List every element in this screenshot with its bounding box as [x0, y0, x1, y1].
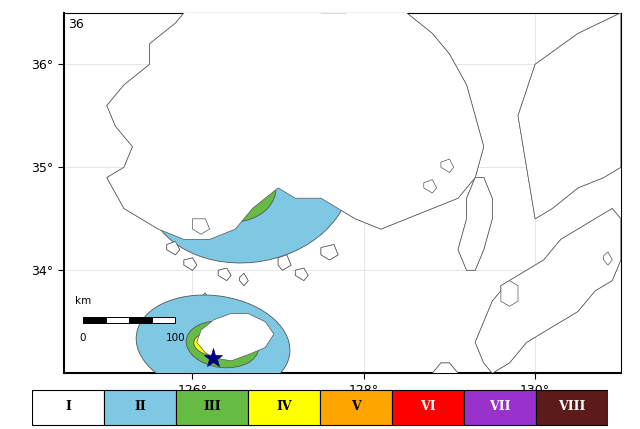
- Polygon shape: [295, 268, 308, 281]
- Text: VII: VII: [489, 400, 511, 413]
- Bar: [392, 390, 464, 425]
- Polygon shape: [441, 159, 454, 172]
- Polygon shape: [167, 242, 180, 255]
- Polygon shape: [278, 255, 291, 270]
- Polygon shape: [475, 208, 621, 373]
- Polygon shape: [604, 252, 612, 265]
- Ellipse shape: [186, 321, 259, 368]
- Polygon shape: [501, 281, 518, 306]
- Polygon shape: [321, 245, 338, 260]
- Polygon shape: [218, 268, 231, 281]
- Polygon shape: [458, 178, 492, 270]
- Bar: [248, 390, 320, 425]
- Text: 100: 100: [165, 333, 185, 343]
- Polygon shape: [433, 363, 458, 389]
- Polygon shape: [278, 255, 291, 270]
- Polygon shape: [196, 314, 274, 361]
- Bar: [104, 390, 176, 425]
- Polygon shape: [295, 268, 308, 281]
- Polygon shape: [201, 293, 210, 306]
- Text: IV: IV: [276, 400, 292, 413]
- Text: 0: 0: [79, 333, 86, 343]
- Bar: [83, 317, 106, 323]
- Polygon shape: [193, 219, 210, 234]
- Polygon shape: [441, 159, 454, 172]
- Bar: [320, 390, 392, 425]
- Ellipse shape: [146, 103, 351, 263]
- Polygon shape: [239, 273, 248, 286]
- Text: 36: 36: [68, 18, 84, 31]
- Text: II: II: [134, 400, 146, 413]
- Polygon shape: [184, 258, 196, 270]
- Ellipse shape: [200, 338, 219, 350]
- Polygon shape: [218, 268, 231, 281]
- Bar: [464, 390, 536, 425]
- Ellipse shape: [194, 333, 232, 356]
- Text: VIII: VIII: [558, 400, 586, 413]
- Ellipse shape: [204, 164, 276, 222]
- Polygon shape: [107, 0, 484, 239]
- Bar: [152, 317, 175, 323]
- Ellipse shape: [136, 295, 290, 394]
- Polygon shape: [201, 293, 210, 306]
- Polygon shape: [193, 219, 210, 234]
- Text: I: I: [65, 400, 71, 413]
- Polygon shape: [518, 13, 621, 219]
- Polygon shape: [433, 363, 458, 389]
- Text: V: V: [351, 400, 361, 413]
- Bar: [176, 390, 248, 425]
- Polygon shape: [196, 314, 274, 361]
- Bar: [106, 317, 129, 323]
- Text: VI: VI: [420, 400, 436, 413]
- Text: III: III: [203, 400, 221, 413]
- Polygon shape: [501, 281, 518, 306]
- Polygon shape: [424, 180, 436, 193]
- Polygon shape: [518, 13, 621, 219]
- Bar: [536, 390, 608, 425]
- Polygon shape: [424, 180, 436, 193]
- Polygon shape: [167, 242, 180, 255]
- Bar: [32, 390, 104, 425]
- Polygon shape: [475, 208, 621, 373]
- Polygon shape: [458, 178, 492, 270]
- Polygon shape: [321, 245, 338, 260]
- Bar: [129, 317, 152, 323]
- Polygon shape: [239, 273, 248, 286]
- Text: km: km: [75, 296, 91, 306]
- Polygon shape: [604, 252, 612, 265]
- Polygon shape: [184, 258, 196, 270]
- Polygon shape: [107, 0, 484, 239]
